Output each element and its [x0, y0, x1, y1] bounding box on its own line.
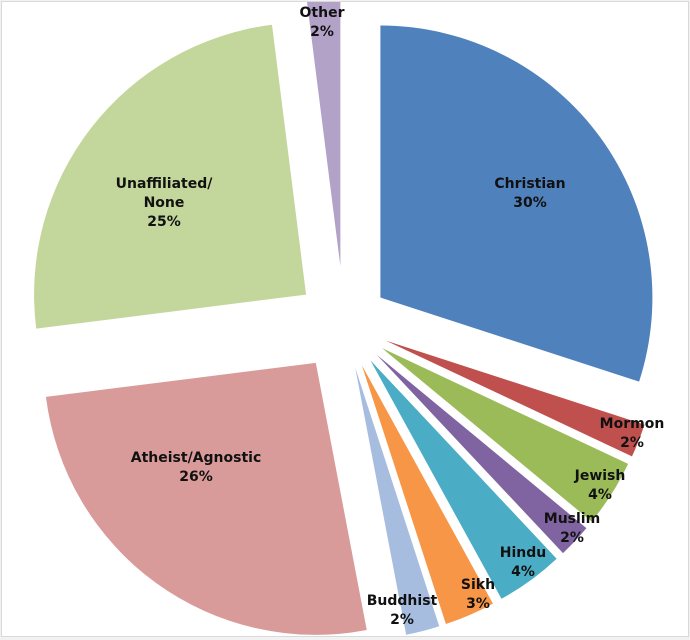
pie-slice-atheist-agnostic	[45, 362, 367, 635]
pie-slice-muslim	[376, 354, 587, 554]
slice-label-other: Other 2%	[300, 5, 345, 40]
pie-slice-buddhist	[355, 367, 440, 635]
slice-label-jewish: Jewish 4%	[574, 468, 626, 503]
slice-label-hindu: Hindu 4%	[500, 545, 546, 580]
pie-slice-jewish	[381, 348, 629, 522]
pie-slice-mormon	[385, 340, 645, 457]
pie-slice-hindu	[370, 360, 557, 599]
slice-label-christian: Christian 30%	[494, 176, 565, 211]
slice-label-unaffiliated-none: Unaffiliated/None 25%	[116, 176, 214, 230]
pie-slice-christian	[380, 25, 653, 382]
slice-label-sikh: Sikh 3%	[461, 577, 495, 612]
pie-slice-unaffiliated-none	[34, 24, 307, 329]
slice-label-atheist-agnostic: Atheist/Agnostic 26%	[131, 450, 262, 485]
slice-label-buddhist: Buddhist 2%	[367, 593, 438, 628]
pie-slice-sikh	[361, 365, 493, 624]
slice-label-mormon: Mormon 2%	[600, 416, 665, 451]
slice-label-muslim: Muslim 2%	[544, 511, 600, 546]
pie-slice-other	[306, 2, 341, 267]
